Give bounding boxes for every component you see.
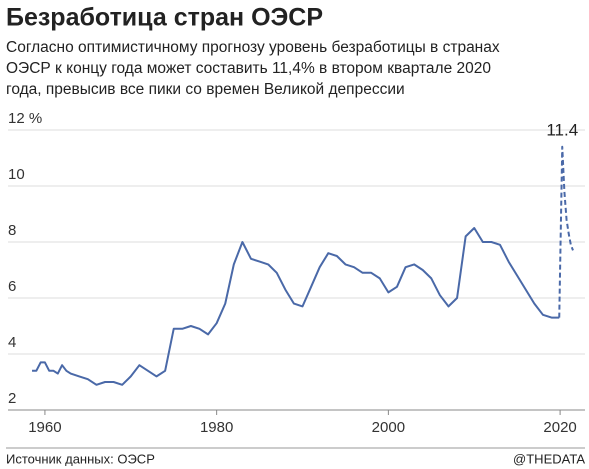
y-tick-label: 12 % <box>8 110 42 127</box>
line-series <box>558 145 574 318</box>
subtitle: ОЭСР к концу года может составить 11,4% … <box>6 60 491 77</box>
x-tick-label: 2020 <box>543 419 576 436</box>
subtitle: года, превысив все пики со времен Велико… <box>6 81 405 98</box>
y-tick-label: 4 <box>8 334 16 351</box>
y-tick-label: 8 <box>8 222 16 239</box>
y-tick-label: 2 <box>8 390 16 407</box>
data-label: 11.4 <box>546 120 578 139</box>
x-tick-label: 1980 <box>200 419 233 436</box>
credit: @THEDATA <box>513 451 585 466</box>
chart-title: Безработица стран ОЭСР <box>6 4 323 32</box>
subtitle: Согласно оптимистичному прогнозу уровень… <box>6 39 500 56</box>
x-tick-label: 1960 <box>28 419 61 436</box>
source: Источник данных: ОЭСР <box>6 451 155 466</box>
y-tick-label: 6 <box>8 278 16 295</box>
x-tick-label: 2000 <box>372 419 405 436</box>
y-tick-label: 10 <box>8 166 25 183</box>
line-series <box>32 227 560 386</box>
